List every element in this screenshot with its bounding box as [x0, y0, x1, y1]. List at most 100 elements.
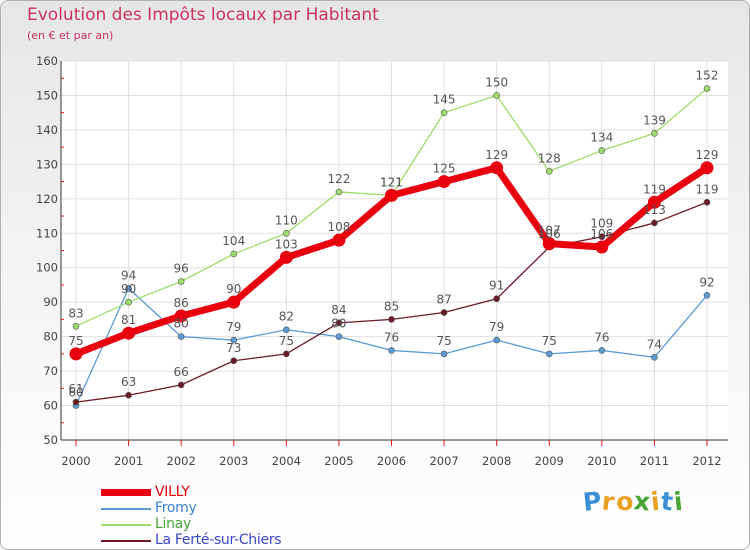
data-point	[335, 333, 343, 340]
data-label: 92	[699, 275, 714, 289]
data-point	[437, 175, 451, 189]
y-tick-label: 140	[36, 123, 58, 137]
data-label: 145	[433, 93, 456, 107]
data-point	[493, 295, 500, 303]
data-point	[332, 233, 346, 247]
x-tick-label: 2005	[324, 454, 353, 468]
legend-swatch	[101, 524, 151, 526]
data-point	[700, 161, 714, 175]
x-tick-label: 2003	[219, 454, 248, 468]
data-label: 79	[489, 320, 504, 334]
data-point	[542, 237, 556, 251]
data-label: 84	[331, 303, 346, 317]
data-point	[440, 109, 448, 116]
x-tick-label: 2001	[114, 454, 143, 468]
data-point	[72, 398, 80, 406]
y-tick-label: 160	[36, 54, 58, 68]
data-point	[493, 92, 500, 99]
data-point	[651, 219, 658, 227]
x-tick-label: 2008	[482, 454, 511, 468]
data-point	[125, 285, 132, 292]
y-tick-label: 150	[36, 88, 58, 102]
data-label: 106	[538, 227, 561, 241]
data-label: 76	[594, 330, 609, 344]
x-tick-label: 2010	[587, 454, 616, 468]
data-label: 75	[436, 334, 451, 348]
data-label: 60	[68, 386, 83, 400]
series-points-villy	[69, 161, 714, 361]
plot-area	[61, 61, 728, 440]
series-points-linay	[72, 85, 711, 330]
legend-swatch	[101, 489, 151, 496]
data-label: 83	[68, 306, 83, 320]
data-label: 121	[380, 175, 403, 189]
data-point	[125, 298, 132, 306]
x-tick-label: 2002	[167, 454, 196, 468]
data-point	[230, 336, 238, 344]
logo-letter: i	[672, 486, 685, 517]
data-label: 150	[485, 75, 508, 89]
y-tick-label: 60	[43, 399, 58, 413]
data-point	[177, 381, 185, 389]
data-label: 110	[275, 213, 298, 227]
data-point	[230, 357, 238, 365]
data-label: 75	[542, 334, 557, 348]
data-point	[335, 319, 343, 327]
data-point	[545, 167, 553, 175]
data-label: 61	[68, 382, 83, 396]
data-label: 90	[121, 282, 136, 296]
x-tick-label: 2006	[377, 454, 406, 468]
data-label: 108	[327, 220, 350, 234]
data-label: 74	[647, 337, 662, 351]
chart-subtitle: (en € et par an)	[27, 29, 114, 42]
data-label: 122	[327, 172, 350, 186]
data-label: 129	[485, 148, 508, 162]
data-point	[174, 309, 188, 323]
data-point	[440, 350, 448, 358]
data-point	[598, 347, 606, 354]
data-label: 85	[384, 299, 399, 313]
data-point	[227, 295, 241, 309]
data-point	[490, 161, 504, 175]
data-point	[125, 391, 132, 399]
data-label: 82	[279, 310, 294, 324]
data-point	[440, 309, 448, 316]
data-point	[283, 326, 290, 334]
data-point	[388, 347, 395, 354]
data-label: 94	[121, 268, 136, 282]
data-label: 63	[121, 375, 136, 389]
data-label: 125	[433, 162, 456, 176]
y-tick-label: 130	[36, 157, 58, 171]
data-label: 121	[380, 175, 403, 189]
x-tick-label: 2011	[640, 454, 669, 468]
data-labels-fromy: 60 94 80 79 82 80 76 75 79 75 76 74 92	[68, 268, 714, 399]
data-label: 129	[696, 148, 719, 162]
data-point	[388, 316, 395, 323]
data-label: 139	[643, 113, 666, 127]
data-label: 80	[174, 317, 189, 331]
data-label: 76	[384, 330, 399, 344]
data-point	[69, 347, 83, 361]
y-tick-label: 90	[43, 295, 58, 309]
y-tick-label: 70	[43, 364, 58, 378]
data-point	[385, 188, 398, 202]
y-tick-label: 80	[43, 330, 58, 344]
data-label: 106	[590, 227, 613, 241]
data-point	[283, 229, 290, 237]
data-point	[177, 333, 185, 340]
data-label: 86	[174, 296, 189, 310]
x-tick-label: 2000	[61, 454, 90, 468]
legend-swatch	[101, 508, 151, 510]
data-label: 81	[121, 313, 136, 327]
data-label: 134	[590, 131, 613, 145]
data-point	[72, 322, 80, 330]
data-label: 107	[538, 224, 561, 238]
legend-label: La Ferté-sur-Chiers	[155, 532, 282, 548]
data-label: 75	[68, 334, 83, 348]
data-point	[703, 291, 711, 299]
data-point	[230, 250, 238, 258]
x-tick-label: 2009	[535, 454, 564, 468]
data-point	[545, 350, 553, 358]
